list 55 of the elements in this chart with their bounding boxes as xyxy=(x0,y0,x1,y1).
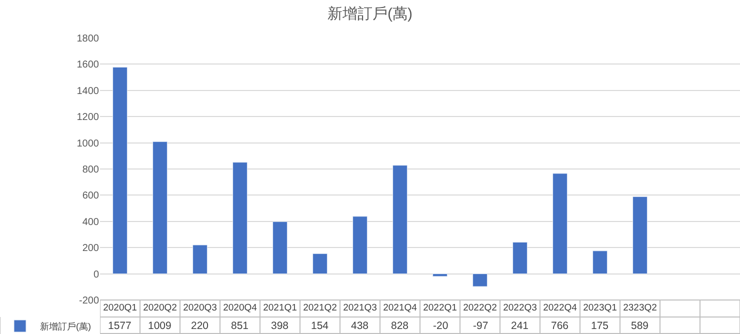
x-tick-label: 2021Q2 xyxy=(303,302,337,314)
bar xyxy=(192,244,208,274)
y-tick-label: 400 xyxy=(82,216,100,228)
bar xyxy=(152,141,168,274)
bar xyxy=(552,173,568,274)
y-tick-label: 200 xyxy=(82,243,100,254)
x-tick-label: 2021Q4 xyxy=(383,302,417,314)
x-tick-label: 2021Q3 xyxy=(343,302,377,314)
bar xyxy=(312,253,328,274)
x-tick-label: 2323Q2 xyxy=(623,302,657,314)
bar xyxy=(632,196,648,274)
data-label: 1577 xyxy=(108,320,132,332)
y-tick-label: 1400 xyxy=(76,86,100,97)
x-tick-label: 2021Q1 xyxy=(263,302,297,314)
y-tick-label: 600 xyxy=(82,190,100,202)
bar xyxy=(272,221,288,274)
bar xyxy=(232,162,248,274)
bar xyxy=(512,242,528,274)
bar xyxy=(392,165,408,274)
data-label: 154 xyxy=(311,320,329,332)
x-tick-label: 2020Q4 xyxy=(223,302,257,314)
data-label: -20 xyxy=(433,320,448,332)
chart-title: 新增訂戶(萬) xyxy=(328,6,412,22)
bar xyxy=(432,274,448,277)
data-label: 241 xyxy=(511,320,529,332)
data-label: -97 xyxy=(473,320,488,332)
bar xyxy=(112,66,128,274)
bar xyxy=(592,250,608,274)
data-label: 828 xyxy=(391,320,409,332)
data-label: 175 xyxy=(591,320,609,332)
y-tick-label: 1600 xyxy=(76,60,100,71)
data-label: 438 xyxy=(351,320,369,332)
x-tick-label: 2020Q1 xyxy=(103,302,137,314)
legend-label: 新增訂戶(萬) xyxy=(40,322,91,332)
y-tick-label: 1000 xyxy=(76,138,100,150)
bar xyxy=(472,274,488,287)
data-label: 1009 xyxy=(148,320,172,332)
y-tick-label: -200 xyxy=(78,296,100,306)
data-label: 766 xyxy=(551,320,569,332)
x-tick-label: 2020Q3 xyxy=(183,302,217,314)
data-label: 851 xyxy=(231,320,249,332)
x-tick-label: 2022Q3 xyxy=(503,302,537,314)
x-tick-label: 2022Q2 xyxy=(463,302,497,314)
x-tick-label: 2020Q2 xyxy=(143,302,177,314)
x-tick-label: 2022Q1 xyxy=(423,302,457,314)
x-tick-label: 2023Q1 xyxy=(583,302,617,314)
y-tick-label: 0 xyxy=(93,269,100,280)
x-tick-label: 2022Q4 xyxy=(543,302,577,314)
bar xyxy=(352,216,368,274)
data-label: 398 xyxy=(271,320,289,332)
y-tick-label: 1200 xyxy=(76,112,100,124)
y-tick-label: 800 xyxy=(82,164,100,176)
data-label: 220 xyxy=(191,320,209,332)
y-tick-label: 1800 xyxy=(76,34,100,44)
data-label: 589 xyxy=(631,320,649,332)
